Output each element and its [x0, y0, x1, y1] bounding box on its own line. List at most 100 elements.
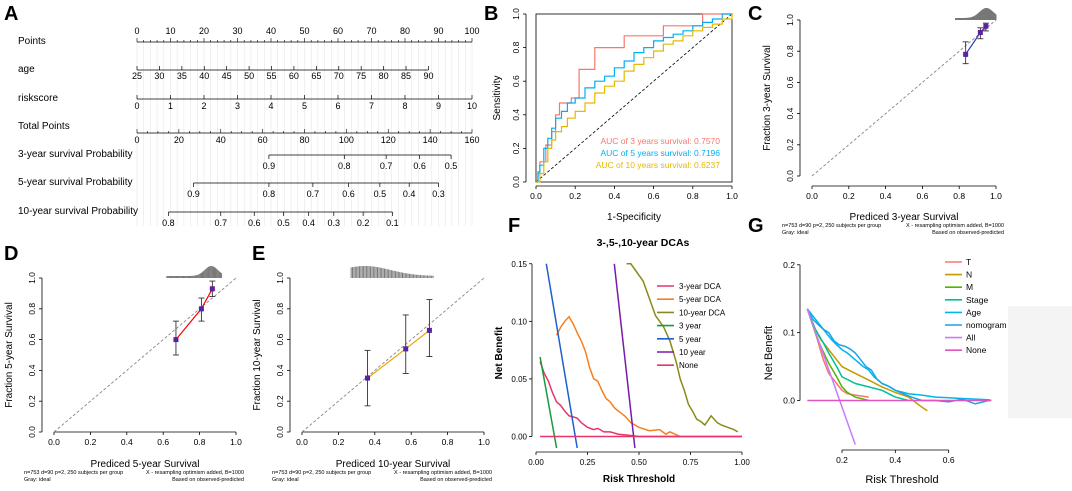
dca-line-1 — [555, 315, 681, 438]
legend-label: All — [966, 333, 976, 343]
nomogram-tick-label: 0.8 — [162, 218, 175, 228]
ideal-line — [301, 277, 485, 433]
y-tick-label: 0.05 — [511, 375, 527, 384]
nomogram-tick-label: 0.6 — [413, 161, 426, 171]
y-tick-label: 0.0 — [27, 426, 37, 438]
nomogram-row-label: 10-year survival Probability — [18, 206, 138, 217]
x-tick-label: 0.8 — [953, 191, 965, 201]
dca-line-0 — [539, 361, 742, 438]
optimism-marker: x — [366, 376, 370, 383]
x-tick-label: 0.4 — [608, 191, 620, 201]
y-tick-label: 0.2 — [783, 260, 795, 270]
legend-label: Age — [966, 307, 981, 317]
footnote-right: Based on observed-predicted — [932, 230, 1004, 236]
x-tick-label: 0.8 — [194, 437, 206, 447]
legend-label: nomogram — [966, 320, 1007, 330]
y-axis-title: Net Benefit — [494, 326, 505, 379]
y-tick-label: 0.0 — [275, 426, 285, 438]
nomogram-tick-label: 10 — [165, 26, 175, 36]
x-axis-title: Prediced 5-year Survival — [91, 459, 200, 470]
dca-line-5 — [613, 263, 636, 449]
nomogram-tick-label: 5 — [302, 101, 307, 111]
panel-d-calibration: D 0.0 0.2 0.4 0.6 0.8 1.0 0.0 0.2 0.4 0.6 0.8 1.0 Pr… — [4, 243, 244, 483]
x-tick-label: 0.6 — [648, 191, 660, 201]
nomogram-tick-label: 85 — [401, 71, 411, 81]
dca-curve-4 — [806, 308, 992, 402]
nomogram-tick-label: 40 — [199, 71, 209, 81]
legend-label: N — [966, 270, 972, 280]
legend-label: None — [966, 345, 987, 355]
nomogram-tick-label: 55 — [267, 71, 277, 81]
nomogram-tick-label: 0.5 — [374, 189, 387, 199]
roc-curve-10yr — [536, 14, 733, 183]
nomogram-tick-label: 3 — [235, 101, 240, 111]
footnote-right: Based on observed-predicted — [172, 477, 244, 483]
x-tick-label: 0.2 — [84, 437, 96, 447]
calibration-point — [426, 327, 432, 333]
x-tick-label: 0.6 — [943, 455, 955, 465]
calibration-point — [365, 375, 371, 381]
y-tick-label: 0.4 — [275, 364, 285, 376]
x-tick-label: 0.8 — [687, 191, 699, 201]
y-axis-title: Fraction 10-year Survival — [252, 299, 263, 410]
nomogram-tick-label: 0.3 — [328, 218, 341, 228]
ideal-line — [53, 277, 237, 433]
y-tick-label: 0.2 — [785, 139, 795, 151]
optimism-marker: x — [174, 337, 178, 344]
x-axis-title: Prediced 3-year Survival — [850, 212, 959, 223]
nomogram-tick-label: 0 — [134, 26, 139, 36]
calibration-point — [983, 23, 989, 29]
footnote-right: X - resampling optimism added, B=1000 — [394, 470, 492, 476]
panel-b-letter: B — [484, 3, 498, 25]
legend-label: M — [966, 282, 973, 292]
nomogram-row-label: 3-year survival Probability — [18, 149, 133, 160]
x-tick-label: 0.75 — [683, 458, 699, 467]
roc-legend-entry: AUC of 3 years survival: 0.7570 — [600, 136, 720, 146]
calibration-point — [403, 346, 409, 352]
x-tick-label: 0.0 — [296, 437, 308, 447]
legend-label: 5-year DCA — [679, 295, 721, 304]
plot-background — [802, 258, 1002, 448]
nomogram-tick-label: 25 — [132, 71, 142, 81]
roc-legend-entry: AUC of 10 years survival: 0.6237 — [596, 160, 721, 170]
x-tick-label: 1.0 — [990, 191, 1002, 201]
nomogram-tick-label: 100 — [339, 135, 354, 145]
nomogram-tick-label: 7 — [369, 101, 374, 111]
nomogram-tick-label: 1 — [168, 101, 173, 111]
x-tick-label: 1.0 — [478, 437, 490, 447]
panel-f-title: 3-,5-,10-year DCAs — [597, 237, 690, 249]
nomogram-row-label: 5-year survival Probability — [18, 177, 133, 188]
nomogram-tick-label: 0.9 — [263, 161, 276, 171]
nomogram-tick-label: 40 — [266, 26, 276, 36]
nomogram-tick-label: 2 — [201, 101, 206, 111]
x-tick-label: 0.00 — [528, 458, 544, 467]
dca-curve-6 — [806, 308, 857, 445]
nomogram-tick-label: 20 — [199, 26, 209, 36]
nomogram-tick-label: 0.2 — [357, 218, 370, 228]
nomogram-tick-label: 80 — [379, 71, 389, 81]
nomogram-tick-label: 4 — [268, 101, 273, 111]
panel-e-calibration: E 0.0 0.2 0.4 0.6 0.8 1.0 0.0 0.2 0.4 0.6 0.8 1.0 Pr… — [252, 243, 492, 483]
nomogram-tick-label: 0.5 — [277, 218, 290, 228]
legend-label: Stage — [966, 295, 988, 305]
y-tick-label: 0.6 — [785, 76, 795, 88]
nomogram-row-label: Total Points — [18, 121, 70, 132]
y-tick-label: 0.8 — [511, 41, 521, 53]
nomogram-tick-label: 140 — [423, 135, 438, 145]
nomogram-tick-label: 0.8 — [338, 161, 351, 171]
calibration-point — [209, 286, 215, 292]
y-tick-label: 0.8 — [275, 303, 285, 315]
footnote-left: n=753 d=90 p=2, 250 subjects per group — [782, 223, 881, 229]
nomogram-tick-label: 35 — [177, 71, 187, 81]
nomogram-row-label: riskscore — [18, 93, 58, 104]
nomogram-tick-label: 0.6 — [248, 218, 261, 228]
y-axis-title: Fraction 3-year Survival — [762, 45, 773, 151]
footnote-right: X - resampling optimism added, B=1000 — [906, 223, 1004, 229]
panel-b-roc: B 0.0 0.2 0.4 0.6 0.8 1.0 0.0 0.2 0.4 0.6 0.8 1.0 1-… — [484, 3, 738, 223]
optimism-marker: x — [404, 346, 408, 353]
y-tick-label: 0.15 — [511, 260, 527, 269]
panel-f-letter: F — [508, 215, 520, 237]
nomogram-tick-label: 0.7 — [307, 189, 320, 199]
nomogram-tick-label: 10 — [467, 101, 477, 111]
side-shade — [1008, 306, 1072, 418]
